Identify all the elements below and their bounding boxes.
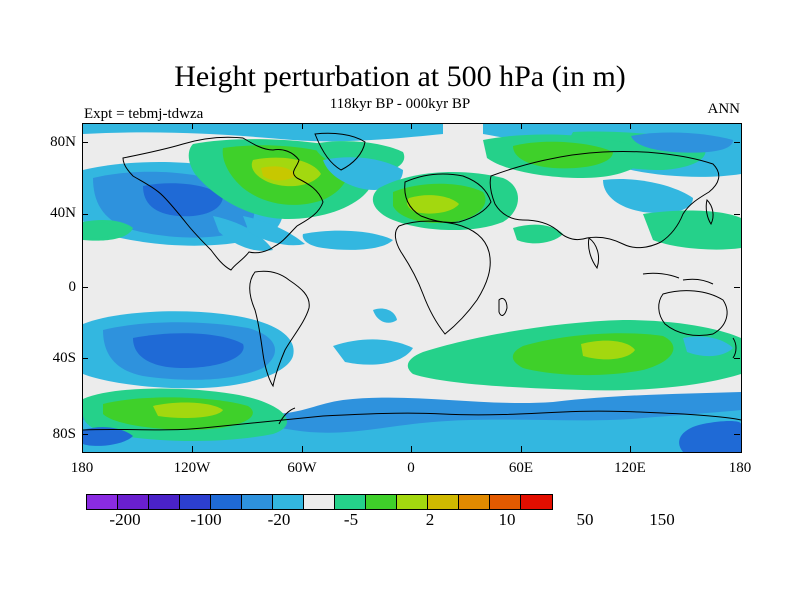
- colorbar-swatch-3: [180, 495, 211, 509]
- colorbar-label: 50: [576, 510, 594, 529]
- colorbar-label: -5: [343, 510, 359, 529]
- map-plot-area: [82, 123, 742, 453]
- lat-tick: [82, 358, 88, 359]
- coast-south-america: [249, 270, 310, 388]
- coast-antarctica: [83, 410, 741, 431]
- colorbar-label: -20: [267, 510, 291, 529]
- contour-pacific-east-green: [643, 210, 741, 250]
- colorbar-swatch-6: [273, 495, 304, 509]
- contour-south-pacific-lime: [153, 402, 223, 418]
- lat-tick-right: [734, 287, 740, 288]
- lat-label-40n: 40N: [50, 205, 76, 221]
- colorbar-swatch-13: [490, 495, 521, 509]
- colorbar-swatch-5: [242, 495, 273, 509]
- lat-tick: [82, 434, 88, 435]
- figure-title: Height perturbation at 500 hPa (in m): [174, 60, 626, 93]
- colorbar-swatch-9: [366, 495, 397, 509]
- lon-tick: [521, 446, 522, 452]
- coast-asia: [489, 151, 720, 249]
- contour-australia-cyan: [683, 336, 733, 357]
- contour-antarctic-cyan: [83, 410, 741, 452]
- lon-tick: [411, 446, 412, 452]
- coast-madagascar: [498, 297, 508, 316]
- lon-label-0: 0: [407, 460, 415, 476]
- lat-tick: [82, 287, 88, 288]
- coast-europe: [404, 173, 492, 223]
- colorbar-swatch-8: [335, 495, 366, 509]
- colorbar-label: 10: [498, 510, 516, 529]
- colorbar-swatch-12: [459, 495, 490, 509]
- colorbar-swatch-1: [118, 495, 149, 509]
- colorbar-label: 150: [649, 510, 675, 529]
- lat-label-eq: 0: [68, 279, 77, 295]
- coast-north-america: [122, 136, 324, 271]
- colorbar-swatch-4: [211, 495, 242, 509]
- experiment-label: Expt = tebmj-tdwza: [84, 106, 204, 122]
- contour-tropic-pacific-green: [83, 222, 117, 239]
- colorbar-swatch-7: [304, 495, 335, 509]
- contour-antarctic-left-blue: [83, 427, 133, 446]
- contour-hudson-yellow: [261, 166, 295, 181]
- coast-australia: [658, 290, 728, 337]
- lon-label-120w: 120W: [173, 460, 211, 476]
- contour-indian-ocean-lime: [581, 340, 635, 360]
- coast-india: [588, 237, 600, 270]
- coastlines: [83, 132, 741, 431]
- lon-tick-top: [630, 123, 631, 129]
- coast-africa: [394, 220, 491, 335]
- season-label: ANN: [707, 101, 741, 117]
- contour-north-pacific-blue2: [143, 183, 223, 217]
- lon-tick-top: [521, 123, 522, 129]
- lon-tick: [192, 446, 193, 452]
- lat-tick: [82, 142, 88, 143]
- colorbar-swatch-10: [397, 495, 428, 509]
- lat-tick: [82, 214, 88, 215]
- coast-indonesia: [642, 272, 714, 285]
- lon-tick-top: [192, 123, 193, 129]
- lat-tick-right: [734, 142, 740, 143]
- colorbar-label: -100: [190, 510, 222, 529]
- contour-central-asia-cyan: [603, 178, 693, 214]
- contour-north-atlantic-cyan: [323, 157, 403, 190]
- colorbar-label: 2: [425, 510, 435, 529]
- lat-tick-right: [734, 358, 740, 359]
- contour-midatlantic-cyan: [302, 230, 393, 250]
- coast-new-zealand: [732, 337, 737, 359]
- lon-label-60w: 60W: [287, 460, 317, 476]
- colorbar-swatch-11: [428, 495, 459, 509]
- lon-tick: [630, 446, 631, 452]
- lat-tick-right: [734, 214, 740, 215]
- colorbar-swatch-0: [87, 495, 118, 509]
- colorbar: [86, 494, 553, 510]
- contour-europe-lime: [407, 195, 459, 214]
- lon-label-180e: 180: [728, 460, 752, 476]
- contour-middle-east-green: [513, 224, 563, 244]
- lat-label-80n: 80N: [50, 134, 76, 150]
- contour-tropic-cyan: [243, 216, 305, 246]
- contour-south-atlantic-cyan: [333, 339, 413, 365]
- contour-arctic-east-blue: [631, 132, 733, 153]
- lon-tick-top: [411, 123, 412, 129]
- lat-label-80s: 80S: [52, 426, 76, 442]
- figure-subtitle: 118kyr BP - 000kyr BP: [329, 96, 471, 112]
- contour-south-america-cyan: [373, 308, 397, 323]
- lon-label-60e: 60E: [508, 460, 534, 476]
- contour-antarctic-right-blue: [679, 421, 741, 452]
- lon-label-180w: 180: [70, 460, 94, 476]
- coast-japan: [705, 199, 714, 225]
- lon-label-120e: 120E: [614, 460, 646, 476]
- contour-south-pacific-blue3: [133, 333, 244, 368]
- lat-label-40s: 40S: [52, 350, 76, 366]
- coast-antarctic-peninsula: [278, 407, 296, 425]
- colorbar-label: -200: [109, 510, 141, 529]
- contour-atlantic-cyan: [213, 216, 273, 251]
- coast-greenland: [314, 132, 366, 171]
- colorbar-swatch-2: [149, 495, 180, 509]
- lat-tick-right: [734, 434, 740, 435]
- map-canvas: [83, 124, 741, 452]
- lon-tick: [302, 446, 303, 452]
- lon-tick-top: [302, 123, 303, 129]
- colorbar-swatch-14: [521, 495, 552, 509]
